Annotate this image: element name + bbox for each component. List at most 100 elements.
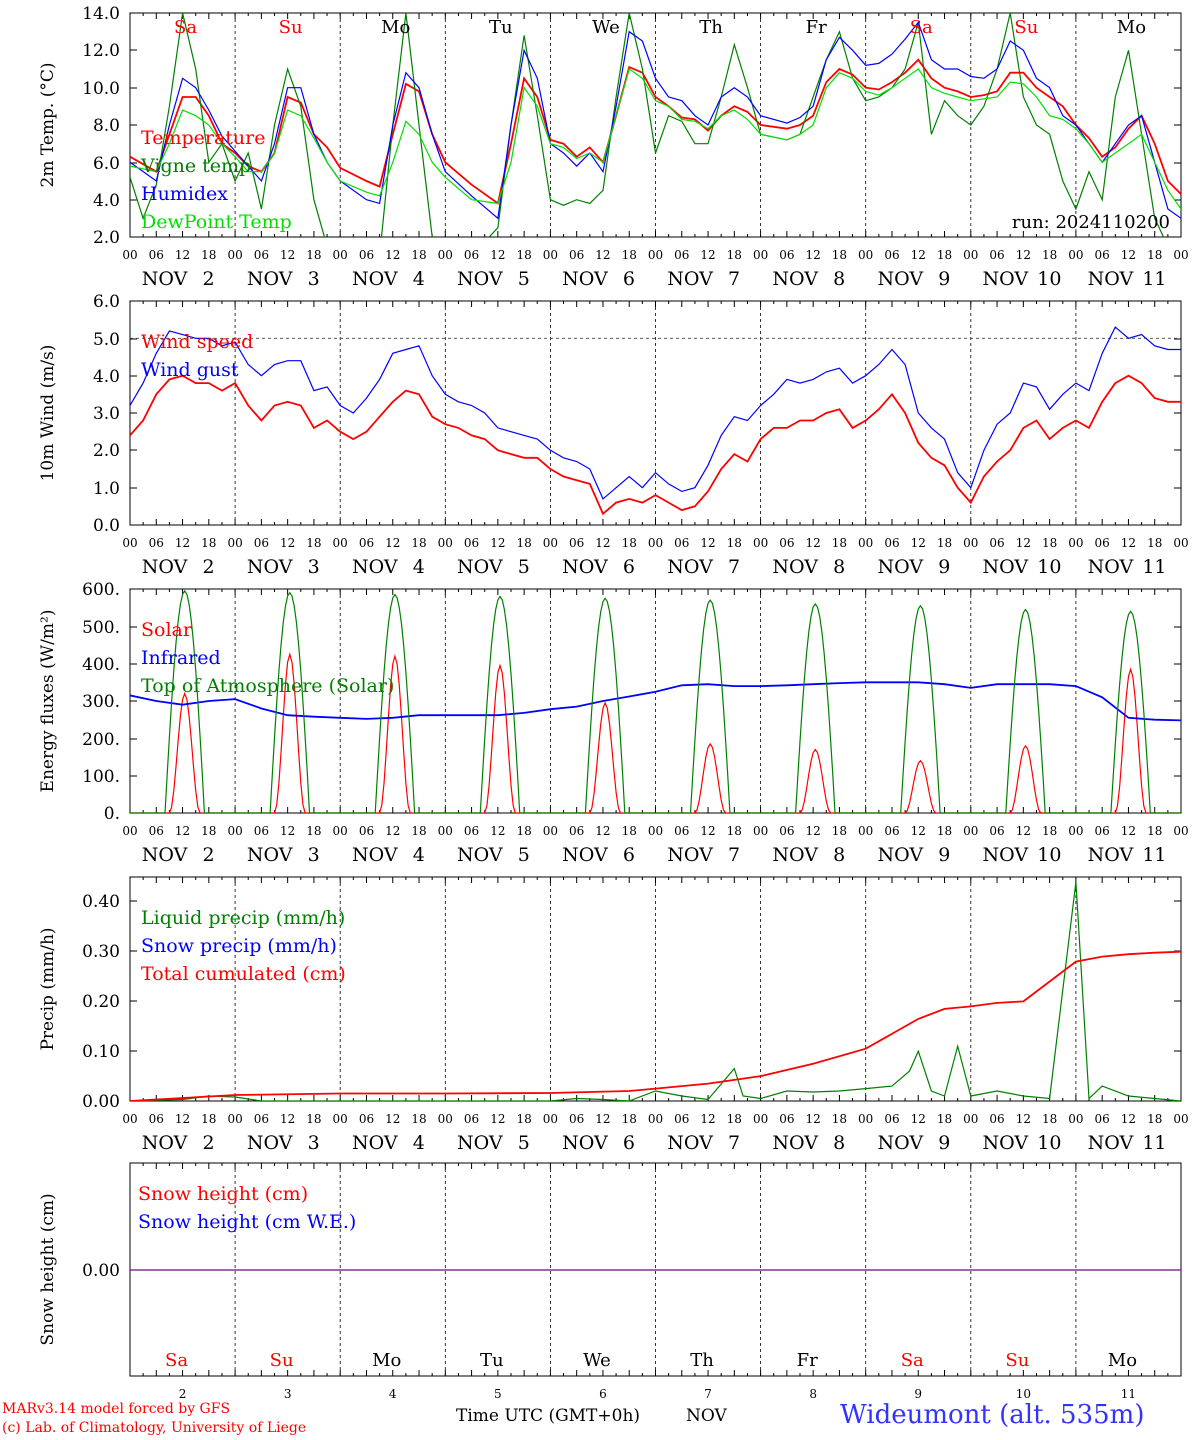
hour-label: 18: [306, 824, 321, 838]
legend-entry: Top of Atmosphere (Solar): [141, 675, 394, 697]
hour-label: 06: [149, 824, 164, 838]
month-label: NOV: [667, 556, 713, 578]
hour-label: 12: [280, 1112, 295, 1126]
y-axis-label: 10m Wind (m/s): [38, 345, 58, 482]
y-tick-label: 2.0: [93, 441, 120, 461]
panel-5: 0.00 Snow height (cm) Snow height (cm) Snow…: [38, 1162, 1182, 1401]
month-label: NOV: [983, 844, 1029, 866]
month-label: NOV: [247, 844, 293, 866]
month-label: NOV: [457, 556, 503, 578]
hour-label: 12: [385, 1112, 400, 1126]
date-label: 3: [308, 844, 320, 866]
hour-label: 12: [595, 248, 610, 262]
month-label: NOV: [562, 268, 608, 290]
date-label: 7: [728, 844, 740, 866]
y-tick-label: 4.0: [93, 367, 120, 387]
hour-label: 06: [779, 1112, 794, 1126]
y-tick-label: 500.: [82, 618, 120, 638]
month-label: NOV: [142, 844, 188, 866]
y-tick-label: 100.: [82, 767, 120, 787]
month-label: NOV: [352, 1132, 398, 1154]
hour-label: 06: [569, 824, 584, 838]
hour-label: 06: [569, 248, 584, 262]
hour-label: 06: [1095, 1112, 1110, 1126]
date-label: 3: [308, 556, 320, 578]
hour-label: 06: [569, 1112, 584, 1126]
day-name-label: Su: [270, 1350, 294, 1371]
hour-label: 12: [806, 1112, 821, 1126]
date-label: 8: [833, 556, 845, 578]
hour-label: 18: [201, 536, 216, 550]
hour-label: 18: [622, 536, 637, 550]
month-label: NOV: [877, 268, 923, 290]
hour-label: 00: [438, 824, 453, 838]
month-label: NOV: [352, 268, 398, 290]
date-label: 2: [203, 844, 215, 866]
day-name-label: Mo: [381, 17, 410, 38]
series-line-liquid-precip-mm-h: [130, 881, 1181, 1101]
date-label: 9: [938, 556, 950, 578]
hour-label: 06: [989, 248, 1004, 262]
hour-label: 00: [227, 824, 242, 838]
hour-label: 00: [1173, 1112, 1188, 1126]
hour-label: 00: [963, 1112, 978, 1126]
hour-label: 00: [333, 536, 348, 550]
hour-label: 06: [254, 1112, 269, 1126]
hour-label: 12: [1121, 536, 1136, 550]
hour-label: 00: [753, 1112, 768, 1126]
day-name-label: We: [583, 1350, 611, 1371]
date-label: 6: [623, 844, 635, 866]
hour-label: 18: [937, 248, 952, 262]
hour-label: 12: [175, 1112, 190, 1126]
y-tick-label: 4.0: [93, 191, 120, 211]
credit-line-1: MARv3.14 model forced by GFS: [2, 1401, 231, 1417]
hour-label: 06: [569, 536, 584, 550]
date-label: 4: [413, 844, 425, 866]
y-tick-label: 0.0: [93, 516, 120, 536]
date-label: 2: [179, 1387, 187, 1401]
hour-label: 18: [622, 824, 637, 838]
hour-label: 00: [438, 248, 453, 262]
date-label: 11: [1142, 844, 1166, 866]
series-line-infrared: [130, 681, 1181, 722]
y-tick-label: 400.: [82, 655, 120, 675]
hour-label: 12: [911, 536, 926, 550]
hour-label: 06: [149, 1112, 164, 1126]
month-label: NOV: [247, 268, 293, 290]
date-label: 11: [1142, 1132, 1166, 1154]
hour-label: 06: [1095, 824, 1110, 838]
y-axis-label: 2m Temp. (°C): [38, 62, 58, 187]
date-label: 10: [1016, 1387, 1031, 1401]
day-name-label: Su: [1005, 1350, 1029, 1371]
month-label: NOV: [667, 1132, 713, 1154]
hour-label: 00: [333, 248, 348, 262]
hour-label: 18: [411, 824, 426, 838]
hour-label: 12: [175, 536, 190, 550]
hour-label: 12: [280, 248, 295, 262]
hour-label: 06: [989, 536, 1004, 550]
hour-label: 06: [464, 248, 479, 262]
hour-label: 12: [175, 824, 190, 838]
hour-label: 18: [937, 824, 952, 838]
day-name-label: Sa: [165, 1350, 188, 1371]
station-name: Wideumont (alt. 535m): [840, 1400, 1145, 1430]
y-tick-label: 0.40: [82, 892, 120, 912]
date-label: 4: [413, 268, 425, 290]
hour-label: 00: [1173, 536, 1188, 550]
month-label: NOV: [877, 844, 923, 866]
hour-label: 12: [700, 1112, 715, 1126]
hour-label: 18: [516, 248, 531, 262]
hour-label: 06: [779, 248, 794, 262]
hour-label: 06: [254, 248, 269, 262]
day-name-label: Mo: [372, 1350, 401, 1371]
hour-label: 06: [464, 1112, 479, 1126]
y-tick-label: 600.: [82, 580, 120, 600]
month-label: NOV: [562, 556, 608, 578]
hour-label: 06: [674, 248, 689, 262]
hour-label: 12: [280, 536, 295, 550]
day-name-label: Mo: [1108, 1350, 1137, 1371]
hour-label: 06: [464, 824, 479, 838]
hour-label: 12: [175, 248, 190, 262]
month-label: NOV: [352, 844, 398, 866]
